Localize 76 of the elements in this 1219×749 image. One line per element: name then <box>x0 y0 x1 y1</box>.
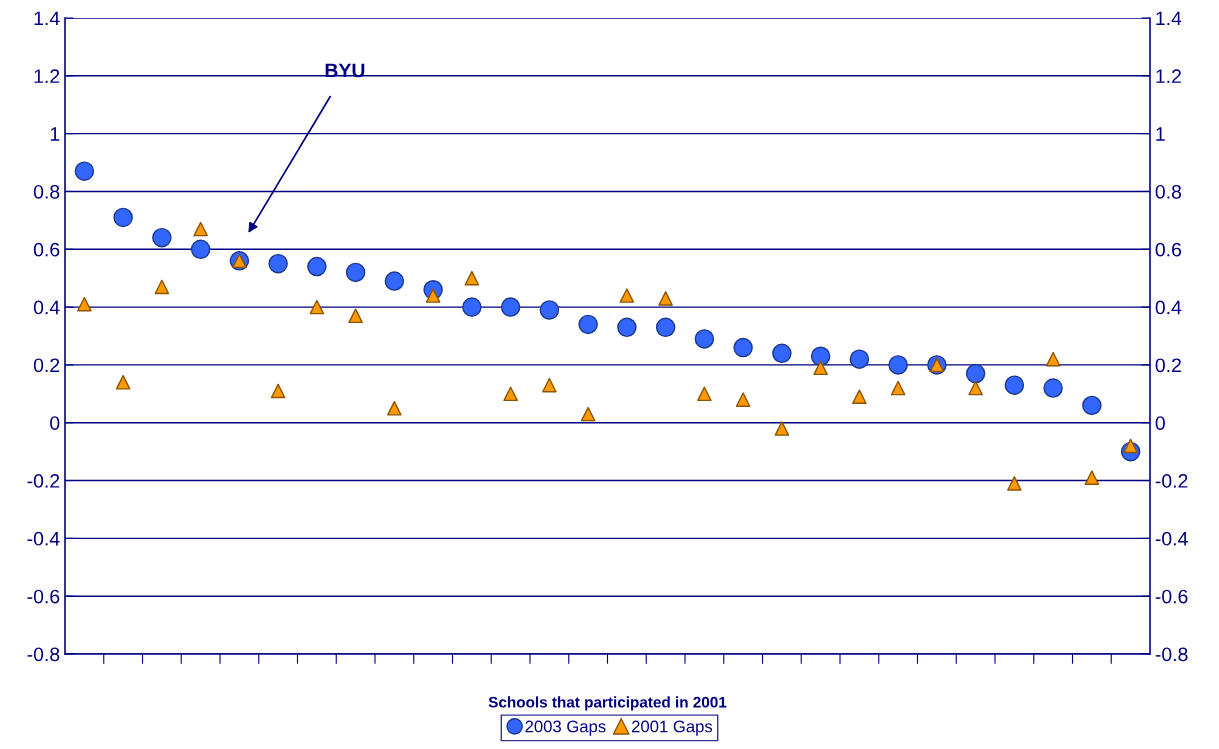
y-tick-label: -0.4 <box>27 531 60 546</box>
point <box>655 317 676 338</box>
point <box>1045 351 1061 367</box>
point <box>852 389 867 404</box>
point <box>387 400 402 416</box>
point <box>849 349 870 369</box>
y-tick-label: 0.6 <box>33 242 60 257</box>
point <box>462 297 482 317</box>
point <box>425 288 441 303</box>
point <box>890 380 906 396</box>
y2-tick-label: -0.6 <box>1155 589 1188 604</box>
point <box>345 262 366 283</box>
point <box>74 161 95 181</box>
point <box>307 256 327 277</box>
point <box>115 374 131 390</box>
y2-tick-label: 0.6 <box>1155 242 1182 257</box>
y2-tick-label: -0.2 <box>1155 474 1188 488</box>
point <box>580 406 596 422</box>
point <box>270 383 286 399</box>
point <box>968 380 983 396</box>
point <box>384 271 405 291</box>
y2-tick-label: 1 <box>1156 127 1165 141</box>
point <box>113 207 133 228</box>
point <box>1082 395 1102 416</box>
point <box>152 227 172 248</box>
y2-tick-label: -0.8 <box>1155 647 1188 662</box>
point <box>697 386 712 402</box>
point <box>539 300 560 320</box>
point <box>888 355 908 375</box>
point <box>542 377 557 393</box>
point <box>77 296 92 312</box>
point <box>578 314 598 335</box>
y-tick-label: -0.6 <box>27 589 60 604</box>
point <box>1004 375 1025 395</box>
point <box>1043 378 1063 398</box>
point <box>694 329 715 349</box>
point <box>658 291 673 306</box>
y2-tick-label: 1.4 <box>1156 11 1182 26</box>
point <box>464 270 480 286</box>
y2-tick-label: 0.8 <box>1155 184 1182 199</box>
y2-tick-label: 0.2 <box>1155 358 1181 373</box>
point <box>500 297 521 317</box>
point <box>1084 470 1100 485</box>
point <box>733 337 753 358</box>
x-axis-title: Schools that participated in 2001 <box>488 696 727 711</box>
y-tick-label: 0.8 <box>33 184 60 199</box>
y-tick-label: 1.4 <box>34 11 60 26</box>
point <box>503 386 518 402</box>
point <box>965 363 986 384</box>
point <box>619 288 635 303</box>
point <box>810 346 831 366</box>
y2-tick-label: -0.4 <box>1155 531 1188 546</box>
y-tick-label: 1.2 <box>34 69 60 83</box>
y-tick-label: 1 <box>50 127 60 141</box>
point <box>190 239 211 260</box>
point <box>813 360 828 376</box>
y-tick-label: 0 <box>50 416 60 430</box>
legend-label: 2001 Gaps <box>632 720 713 736</box>
point <box>772 343 792 364</box>
point <box>309 299 325 315</box>
point <box>617 317 637 338</box>
y-tick-label: -0.8 <box>27 647 60 662</box>
y-tick-label: 0.4 <box>33 300 60 315</box>
y2-tick-label: 1.2 <box>1156 69 1181 83</box>
legend-label: 2003 Gaps <box>525 720 606 736</box>
point <box>348 308 363 324</box>
point <box>154 279 170 295</box>
y-tick-label: 0.2 <box>33 358 60 373</box>
point <box>193 221 208 237</box>
y-tick-label: -0.2 <box>27 474 60 488</box>
y2-tick-label: 0.4 <box>1155 300 1182 315</box>
y2-tick-label: 0 <box>1155 416 1165 430</box>
point <box>268 253 288 274</box>
point <box>1007 476 1022 491</box>
point <box>735 392 751 407</box>
point <box>774 421 790 436</box>
